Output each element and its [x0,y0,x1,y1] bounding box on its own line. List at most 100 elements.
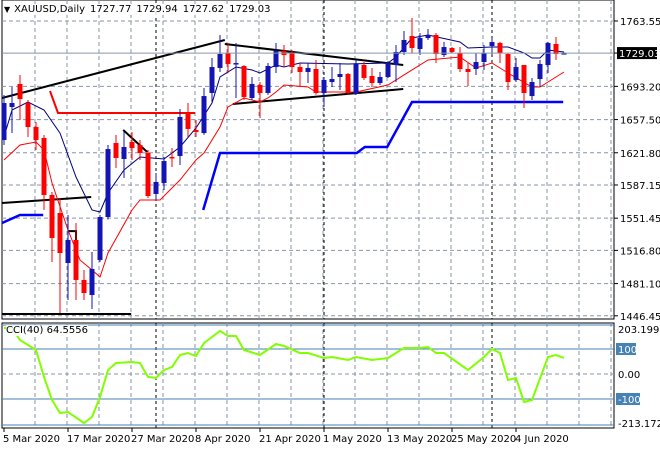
candle-bullish [9,103,15,108]
candle-bearish [369,75,375,84]
candle-bearish [257,84,263,93]
candle-bearish [73,239,79,280]
open-value: 1727.77 [90,4,132,15]
candle-bullish [161,161,167,183]
date-axis-label: 5 Mar 2020 [3,434,60,445]
candle-bullish [385,63,391,77]
candle-bearish [145,152,151,197]
candle-bearish [81,279,87,293]
candle-bullish [97,217,103,260]
trendline[interactable] [1,39,226,99]
candle-bearish [465,68,471,72]
candle-bearish [297,67,303,72]
candle-bullish [105,149,111,218]
moving-average-fast [3,34,565,213]
candle-bearish [505,54,511,83]
price-axis-label: 1446.45 [620,312,660,323]
candle-bearish [457,52,463,69]
candle-bullish [401,39,407,52]
price-axis-label: 1551.45 [620,214,660,225]
candle-bullish [249,83,255,99]
candle-bearish [497,42,503,53]
support-step-line [202,100,564,211]
candle-bullish [329,79,335,83]
candle-bullish [121,147,127,159]
triangle-down-icon[interactable]: ▼ [4,5,11,14]
candle-bearish [137,144,143,153]
date-axis-label: 25 May 2020 [451,434,516,445]
price-axis-label: 1657.50 [620,116,660,127]
candle-bullish [265,66,271,93]
candle-bearish [361,64,367,79]
low-value: 1727.62 [182,4,225,15]
date-axis-label: 8 Apr 2020 [195,434,250,445]
candle-bullish [513,67,519,80]
candle-bullish [417,38,423,50]
trendline[interactable] [122,129,148,153]
candle-bearish [33,127,39,141]
cci-panel [1,322,615,429]
candle-bullish [529,82,535,97]
candle-bearish [345,74,351,93]
candle-bearish [449,47,455,52]
candle-bullish [337,74,343,77]
candle-bearish [193,129,199,133]
cci-line [4,327,565,425]
candle-bullish [89,268,95,296]
candle-bearish [521,64,527,93]
candle-bearish [57,213,63,253]
date-axis-label: 21 Apr 2020 [259,434,321,445]
candle-bearish [17,83,23,100]
candle-bullish [233,63,239,65]
current-price-label: 1729.03 [619,49,660,60]
candle-bullish [561,53,567,55]
high-value: 1729.94 [136,4,178,15]
candle-bullish [353,63,359,95]
date-axis-label: 4 Jun 2020 [515,434,569,445]
candle-bullish [377,76,383,84]
resistance-step-line [49,90,196,114]
trendline[interactable] [224,43,404,66]
candle-bearish [433,34,439,55]
candle-bullish [209,67,215,93]
date-axis-label: 17 Mar 2020 [67,434,130,445]
cci-level-badge [616,343,636,355]
cci-axis-label: -213.1721 [618,419,660,430]
candle-bearish [41,137,47,195]
candle-bearish [185,112,191,129]
candle-bearish [289,52,295,68]
candle-bullish [481,52,487,63]
price-axis-label: 1763.55 [620,17,660,28]
candle-bearish [409,35,415,48]
cci-axis-label: -100 [618,395,641,406]
candle-bullish [441,47,447,55]
candle-bearish [313,68,319,93]
candle-bullish [545,42,551,65]
candle-bullish [273,50,279,68]
candle-bullish [217,54,223,68]
candle-bullish [321,79,327,93]
candle-bullish [489,42,495,47]
cci-value: 64.5556 [46,325,88,336]
support-step-line [1,213,44,225]
cci-axis-label: 0.00 [618,370,640,381]
candle-bullish [305,67,311,72]
price-axis-label: 1587.15 [620,181,660,192]
candle-bullish [1,103,7,141]
trendline[interactable] [1,196,92,204]
candle-bullish [201,96,207,134]
cci-level-badge [616,393,640,405]
candle-bullish [177,116,183,157]
candle-bearish [113,143,119,158]
date-axis-label: 27 Mar 2020 [131,434,194,445]
candle-bullish [425,34,431,39]
chart-header: ▼ XAUUSD,Daily 1727.77 1729.94 1727.62 1729.0… [4,4,276,15]
date-axis-label: 1 May 2020 [323,434,382,445]
candle-bearish [49,194,55,239]
cci-axis-label: 100 [618,345,637,356]
cci-indicator-label: CCI(40) 64.5556 [6,325,88,336]
symbol-label: XAUUSD,Daily [14,4,86,15]
candle-bearish [169,156,175,159]
